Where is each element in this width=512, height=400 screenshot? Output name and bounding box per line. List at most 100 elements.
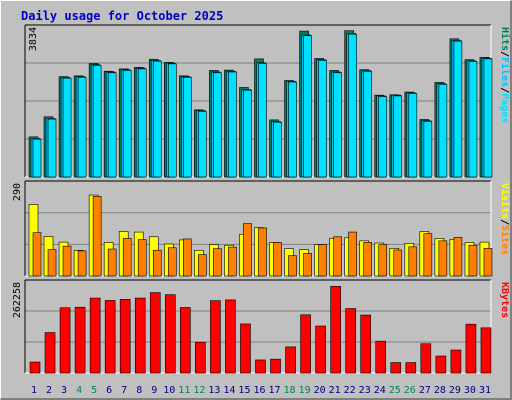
kbytes-panel-legend: KBytes — [499, 282, 510, 318]
kbytes-bar-day-13 — [210, 300, 221, 374]
day-label-16: 16 — [253, 385, 265, 396]
hits-panel-legend-files: Files — [499, 57, 511, 87]
day-label-24: 24 — [374, 385, 386, 396]
pages-bar-day-23 — [363, 70, 373, 178]
pages-bar-day-3 — [62, 77, 72, 178]
kbytes-bar-day-10 — [164, 294, 176, 374]
sites-bar-day-30 — [468, 244, 478, 277]
pages-bar-day-22 — [348, 33, 357, 178]
visits-panel-legend: Visits/Sites — [499, 183, 511, 255]
day-label-10: 10 — [163, 385, 175, 396]
visits-panel-legend-sites: Sites — [499, 225, 511, 255]
pages-bar-day-7 — [122, 70, 132, 178]
sites-bar-day-4 — [77, 250, 87, 277]
pages-bar-day-26 — [408, 93, 418, 178]
sites-bar-day-18 — [288, 255, 297, 277]
sites-bar-day-10 — [167, 247, 177, 277]
kbytes-bar-day-1 — [29, 361, 41, 374]
sites-bar-day-16 — [258, 227, 267, 277]
kbytes-bar-day-20 — [315, 325, 326, 374]
kbytes-bar-day-14 — [225, 299, 236, 374]
day-label-21: 21 — [329, 385, 341, 396]
day-label-17: 17 — [268, 385, 280, 396]
sites-bar-day-23 — [363, 242, 373, 277]
sites-bar-day-6 — [107, 248, 117, 277]
pages-bar-day-12 — [198, 111, 207, 178]
pages-bar-day-31 — [483, 58, 493, 178]
pages-bar-day-8 — [137, 68, 147, 178]
day-label-29: 29 — [449, 385, 461, 396]
kbytes-bar-day-21 — [330, 286, 341, 374]
day-label-3: 3 — [61, 385, 67, 396]
sites-bar-day-12 — [198, 254, 207, 277]
visits-panel-legend-separator-1: / — [499, 219, 510, 225]
sites-bar-day-14 — [228, 246, 237, 277]
day-label-1: 1 — [31, 385, 37, 396]
day-label-31: 31 — [479, 385, 491, 396]
sites-bar-day-27 — [423, 233, 433, 277]
hits-panel-legend-pages: Pages — [499, 93, 510, 123]
day-label-27: 27 — [419, 385, 431, 396]
kbytes-bar-day-7 — [119, 299, 131, 374]
day-label-22: 22 — [344, 385, 356, 396]
sites-bar-day-9 — [152, 249, 162, 277]
pages-bar-day-4 — [77, 77, 87, 178]
sites-bar-day-17 — [273, 242, 282, 277]
day-label-20: 20 — [314, 385, 326, 396]
sites-bar-day-28 — [438, 240, 448, 277]
sites-bar-day-13 — [213, 248, 222, 277]
pages-bar-day-18 — [288, 81, 297, 178]
pages-bar-day-11 — [183, 77, 192, 178]
kbytes-bar-day-4 — [74, 306, 86, 374]
pages-bar-day-30 — [468, 61, 478, 178]
sites-bar-day-2 — [47, 249, 57, 277]
pages-bar-day-13 — [213, 72, 222, 178]
day-label-8: 8 — [136, 385, 142, 396]
day-label-9: 9 — [151, 385, 157, 396]
kbytes-bar-day-28 — [435, 355, 447, 374]
pages-bar-day-29 — [453, 40, 463, 178]
kbytes-bar-day-8 — [134, 297, 146, 374]
day-label-11: 11 — [178, 385, 190, 396]
sites-bar-day-7 — [122, 238, 132, 277]
kbytes-bar-day-5 — [89, 297, 101, 374]
hits-panel-legend: Hits/Files/Pages — [499, 27, 511, 123]
pages-bar-day-1 — [32, 138, 42, 178]
kbytes-bar-day-25 — [390, 362, 402, 374]
hits-panel-legend-hits: Hits — [499, 27, 511, 51]
kbytes-panel-background — [25, 280, 491, 373]
kbytes-bar-day-23 — [360, 314, 372, 374]
day-label-4: 4 — [76, 385, 82, 396]
kbytes-bar-day-18 — [285, 346, 296, 374]
pages-bar-day-27 — [423, 121, 433, 178]
day-label-19: 19 — [299, 385, 311, 396]
kbytes-bar-day-26 — [405, 362, 417, 374]
pages-bar-day-14 — [228, 71, 237, 178]
kbytes-panel-legend-kbytes: KBytes — [499, 282, 510, 318]
day-label-5: 5 — [91, 385, 97, 396]
sites-bar-day-5 — [92, 195, 102, 277]
hits-panel-legend-separator-1: / — [499, 87, 510, 93]
visits-panel-legend-visits: Visits — [499, 183, 511, 219]
kbytes-bar-day-15 — [240, 323, 251, 374]
day-label-12: 12 — [193, 385, 205, 396]
pages-bar-day-6 — [107, 72, 117, 178]
sites-bar-day-19 — [303, 253, 312, 277]
pages-bar-day-15 — [243, 89, 252, 178]
sites-bar-day-25 — [393, 249, 403, 277]
sites-bar-day-22 — [348, 231, 357, 277]
pages-bar-day-24 — [378, 96, 388, 178]
sites-bar-day-24 — [378, 244, 388, 277]
hits-panel-legend-separator-2: / — [499, 51, 510, 57]
day-label-6: 6 — [106, 385, 112, 396]
sites-bar-day-29 — [453, 237, 463, 277]
sites-bar-day-3 — [62, 245, 72, 277]
kbytes-bar-day-27 — [420, 343, 432, 374]
kbytes-bar-day-16 — [255, 359, 266, 374]
pages-bar-day-21 — [333, 72, 342, 178]
kbytes-bar-day-24 — [375, 340, 387, 374]
pages-bar-day-10 — [167, 63, 177, 178]
day-label-23: 23 — [359, 385, 371, 396]
kbytes-bar-day-3 — [59, 307, 71, 374]
